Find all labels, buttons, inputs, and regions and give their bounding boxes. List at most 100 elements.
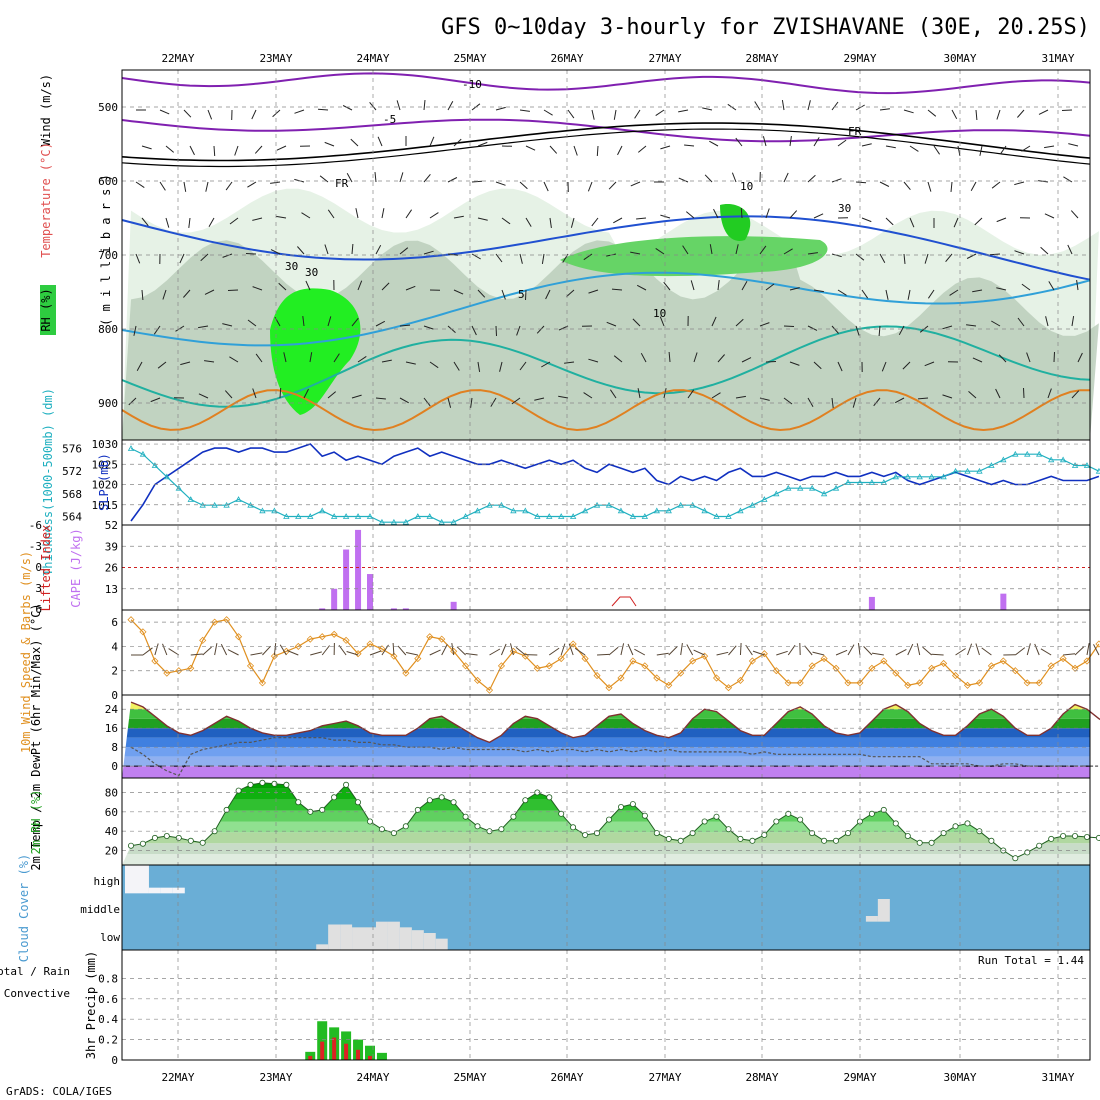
wind-barb bbox=[945, 253, 953, 263]
wind-barb bbox=[350, 138, 359, 147]
rh-point bbox=[331, 794, 338, 801]
wind-speed-point bbox=[904, 681, 912, 689]
thickness-point bbox=[402, 518, 410, 525]
thickness-point bbox=[785, 484, 792, 491]
thickness-point bbox=[235, 496, 242, 502]
contour-10 bbox=[121, 271, 1091, 347]
rh-point bbox=[1095, 834, 1100, 841]
wind-speed-point bbox=[139, 628, 147, 636]
wind-barb bbox=[678, 109, 689, 113]
surface-wind-barb bbox=[863, 646, 873, 656]
bottom-date-label: 25MAY bbox=[453, 1071, 486, 1084]
surface-wind-barb bbox=[1026, 643, 1031, 656]
wind-barb bbox=[636, 284, 647, 291]
contour-label: 30 bbox=[285, 260, 298, 273]
surface-wind-barb bbox=[510, 643, 514, 656]
wind-barb bbox=[852, 397, 857, 408]
wind-speed-point bbox=[354, 650, 362, 658]
millibars-axis-label: ( m i l l i b a r s ) bbox=[99, 174, 113, 326]
wind-barb bbox=[135, 253, 141, 264]
wind-barb bbox=[471, 180, 483, 183]
wind-barb bbox=[783, 248, 793, 255]
cloud-bar bbox=[375, 921, 388, 950]
wind-barb bbox=[837, 289, 847, 296]
wind-speed-line bbox=[130, 619, 1100, 692]
wind-barb bbox=[717, 354, 725, 363]
surface-wind-barb bbox=[981, 647, 992, 656]
wind-barb bbox=[165, 217, 170, 228]
wind-barb bbox=[968, 391, 977, 399]
rh-point bbox=[833, 837, 840, 844]
thickness-point bbox=[832, 484, 840, 491]
wind-speed-point bbox=[294, 642, 302, 650]
surface-wind-barb bbox=[680, 643, 683, 656]
wind-barb bbox=[405, 285, 416, 291]
cape-tick: 52 bbox=[105, 519, 118, 532]
thickness-point bbox=[976, 467, 983, 474]
rh-point bbox=[414, 806, 421, 813]
wind-barb bbox=[516, 325, 521, 336]
wind-barb bbox=[927, 109, 937, 117]
thickness-point bbox=[558, 513, 565, 519]
precip-total-label: Total / Rain bbox=[0, 965, 70, 978]
rh-axis-label: RH (%) bbox=[39, 288, 53, 331]
wind-barb bbox=[783, 172, 789, 183]
slp-tick: 1030 bbox=[92, 438, 119, 451]
rh-band bbox=[122, 843, 1090, 855]
surface-wind-barb bbox=[597, 653, 610, 656]
chart-title: GFS 0~10day 3-hourly for ZVISHAVANE (30E… bbox=[441, 15, 1090, 40]
wind-barb bbox=[709, 140, 719, 147]
wind-barb bbox=[183, 181, 187, 192]
rh-point bbox=[390, 830, 397, 837]
surface-wind-barb bbox=[752, 650, 765, 656]
surface-wind-barb bbox=[227, 649, 239, 656]
wind-barb bbox=[229, 356, 239, 363]
wind-barb bbox=[200, 253, 209, 262]
wind-barb bbox=[855, 181, 867, 184]
surface-wind-barb bbox=[656, 652, 669, 656]
wind-speed-point bbox=[1095, 640, 1100, 648]
surface-wind-barb bbox=[202, 646, 212, 656]
wind-barb bbox=[885, 145, 896, 149]
surface-wind-barb bbox=[397, 645, 407, 656]
thickness-point bbox=[677, 501, 684, 508]
thickness-point bbox=[797, 484, 804, 491]
rh-point bbox=[1048, 835, 1055, 842]
wind-speed-point bbox=[892, 669, 900, 677]
wind-barb bbox=[611, 288, 623, 291]
wind-barb bbox=[234, 145, 239, 156]
wind-barb bbox=[678, 177, 689, 183]
wind-barb bbox=[254, 145, 263, 154]
panel-frame-slp bbox=[121, 439, 1091, 526]
rh-point bbox=[594, 830, 601, 837]
cape-bar bbox=[390, 608, 397, 610]
precip-conv-bar bbox=[320, 1041, 325, 1060]
wind-barb bbox=[495, 181, 506, 186]
wind-barb bbox=[953, 217, 959, 228]
wind-barb bbox=[405, 209, 413, 219]
wind-speed-point bbox=[916, 679, 924, 687]
wind-speed-point bbox=[844, 679, 852, 687]
wind-barb bbox=[637, 388, 641, 399]
wind10-axis-label: 10m Wind Speed & Barbs (m/s) bbox=[19, 551, 33, 753]
wind-barb bbox=[495, 106, 506, 111]
rh-point bbox=[988, 837, 995, 844]
wind-barb bbox=[991, 181, 1001, 189]
surface-wind-barb bbox=[668, 646, 678, 656]
wind-barb bbox=[159, 109, 170, 115]
lifted-axis-label: Lifted Index bbox=[39, 525, 53, 612]
wind-barb bbox=[423, 397, 431, 407]
wind-barb bbox=[1067, 244, 1073, 255]
rh-point bbox=[892, 820, 899, 827]
thickness-point bbox=[163, 473, 171, 480]
rh-point bbox=[582, 832, 589, 839]
wind-barb bbox=[765, 208, 770, 219]
wind-barb bbox=[252, 286, 263, 291]
wind-barb bbox=[682, 245, 689, 255]
wind-barb bbox=[162, 289, 167, 300]
wind-barb bbox=[396, 100, 401, 111]
wind-barb bbox=[995, 388, 1001, 399]
wind-barb bbox=[731, 172, 737, 183]
wind-barb bbox=[153, 325, 161, 335]
lifted-tick: -3 bbox=[29, 540, 42, 553]
